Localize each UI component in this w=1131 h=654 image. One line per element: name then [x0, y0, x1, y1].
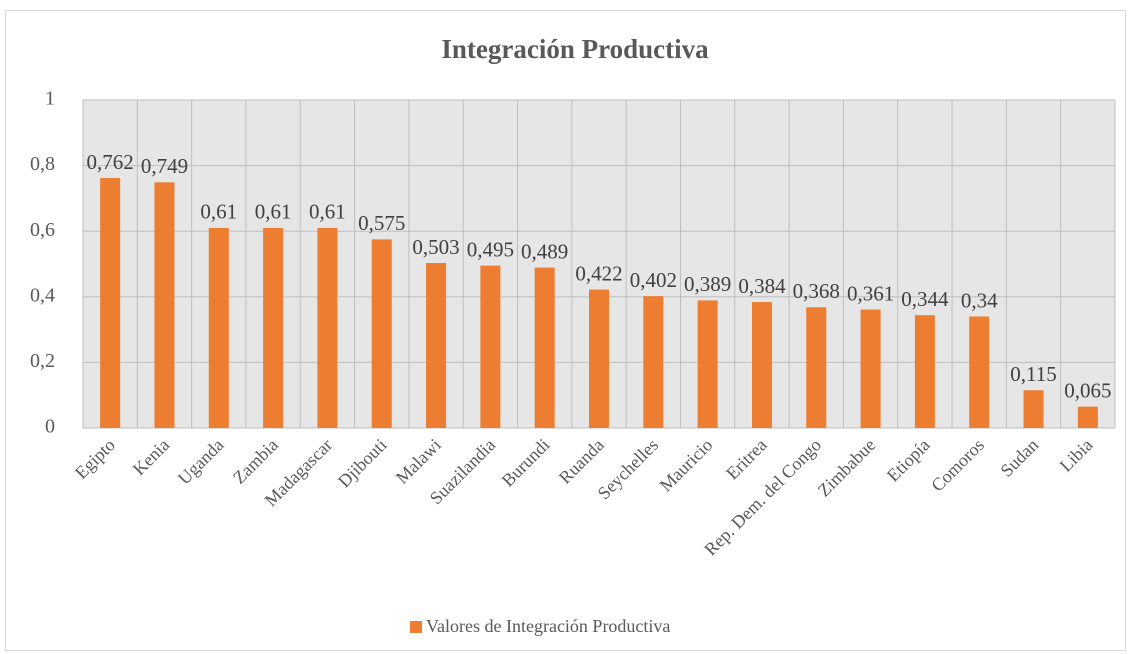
- y-tick-label: 0,4: [30, 284, 55, 306]
- y-tick-label: 0,8: [30, 153, 55, 175]
- bar: [371, 239, 392, 428]
- data-label: 0,368: [793, 279, 840, 303]
- y-tick-label: 0,2: [30, 350, 55, 372]
- bar: [426, 263, 447, 428]
- data-label: 0,402: [630, 268, 677, 292]
- bar: [697, 300, 718, 428]
- bar: [1077, 406, 1098, 428]
- bar: [860, 309, 881, 428]
- data-label: 0,575: [358, 211, 405, 235]
- data-label: 0,361: [847, 281, 894, 305]
- bar: [643, 296, 664, 428]
- bar: [534, 267, 555, 428]
- bar: [154, 182, 175, 428]
- y-tick-label: 0: [45, 416, 55, 438]
- data-label: 0,489: [521, 239, 568, 263]
- data-label: 0,61: [309, 200, 346, 224]
- bar: [317, 227, 338, 428]
- data-label: 0,34: [961, 288, 998, 312]
- legend-label: Valores de Integración Productiva: [426, 616, 670, 636]
- bar: [914, 315, 935, 428]
- legend-swatch: [410, 621, 422, 633]
- bar: [208, 227, 229, 428]
- bar: [263, 227, 284, 428]
- chart-title: Integración Productiva: [441, 34, 709, 64]
- bar: [1023, 390, 1044, 428]
- data-label: 0,422: [575, 261, 622, 285]
- data-label: 0,115: [1010, 362, 1056, 386]
- bar: [751, 302, 772, 428]
- bar: [806, 307, 827, 428]
- bar: [100, 178, 121, 428]
- data-label: 0,749: [141, 154, 188, 178]
- y-tick-label: 0,6: [30, 219, 55, 241]
- data-label: 0,384: [738, 274, 786, 298]
- data-label: 0,61: [255, 200, 292, 224]
- data-label: 0,762: [87, 150, 134, 174]
- bar: [969, 316, 990, 428]
- data-label: 0,495: [467, 237, 514, 261]
- bar: [589, 289, 609, 428]
- data-label: 0,065: [1064, 378, 1111, 402]
- data-label: 0,344: [901, 287, 949, 311]
- data-label: 0,61: [200, 200, 237, 224]
- y-tick-label: 1: [45, 88, 55, 110]
- data-label: 0,389: [684, 272, 731, 296]
- bar: [480, 265, 501, 428]
- data-label: 0,503: [412, 235, 459, 259]
